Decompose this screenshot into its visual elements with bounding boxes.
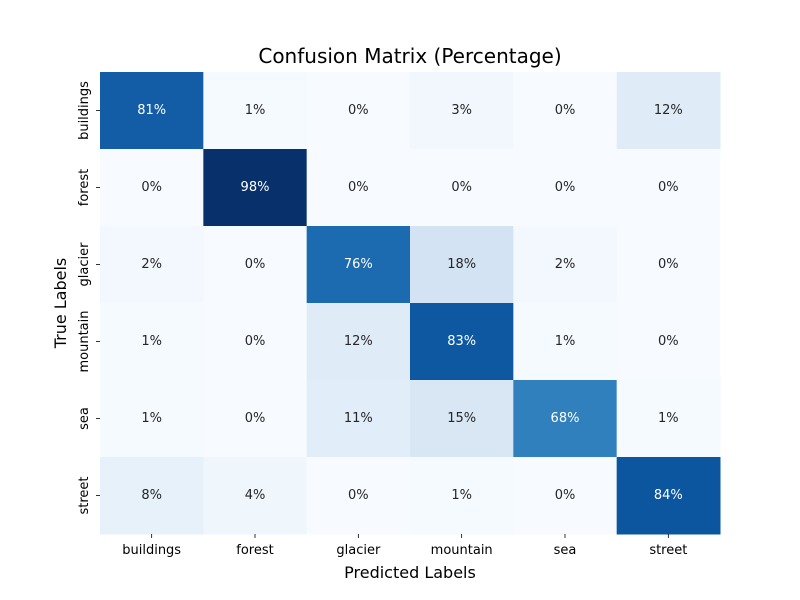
heatmap-cell bbox=[203, 72, 308, 150]
heatmap-cell bbox=[616, 380, 721, 458]
cell-value-label: 76% bbox=[344, 257, 373, 272]
heatmap-cell bbox=[616, 72, 721, 150]
heatmap-cell bbox=[203, 149, 308, 227]
cell-value-label: 0% bbox=[245, 411, 266, 426]
heatmap-cell bbox=[513, 72, 618, 150]
y-tick-label: sea bbox=[77, 407, 92, 430]
cell-value-label: 98% bbox=[241, 180, 270, 195]
heatmap-cell bbox=[616, 149, 721, 227]
cell-value-label: 81% bbox=[137, 103, 166, 118]
cell-value-label: 0% bbox=[555, 180, 576, 195]
cell-value-label: 0% bbox=[348, 180, 369, 195]
heatmap-cell bbox=[410, 380, 514, 458]
cell-value-label: 0% bbox=[555, 103, 576, 118]
cell-value-label: 11% bbox=[344, 411, 373, 426]
cell-value-label: 18% bbox=[447, 257, 476, 272]
heatmap-cell bbox=[306, 226, 411, 304]
cell-value-label: 4% bbox=[245, 488, 266, 503]
heatmap-cell bbox=[306, 149, 411, 227]
heatmap-cell bbox=[410, 457, 514, 535]
heatmap-cell bbox=[513, 380, 618, 458]
cell-value-label: 12% bbox=[344, 334, 373, 349]
heatmap-cell bbox=[100, 303, 204, 381]
cell-value-label: 1% bbox=[245, 103, 266, 118]
cell-value-label: 1% bbox=[555, 334, 576, 349]
heatmap-cell bbox=[513, 457, 618, 535]
cell-value-label: 1% bbox=[141, 411, 162, 426]
heatmap-cell bbox=[410, 303, 514, 381]
cell-value-label: 1% bbox=[141, 334, 162, 349]
heatmap-cells bbox=[100, 72, 721, 535]
heatmap-cell bbox=[513, 303, 618, 381]
x-tick-label: mountain bbox=[431, 543, 493, 558]
x-axis-label: Predicted Labels bbox=[344, 563, 476, 582]
cell-value-label: 0% bbox=[348, 103, 369, 118]
cell-value-label: 3% bbox=[451, 103, 472, 118]
heatmap-cell bbox=[513, 226, 618, 304]
y-axis-label: True Labels bbox=[51, 258, 70, 350]
cell-value-label: 84% bbox=[654, 488, 683, 503]
cell-value-label: 0% bbox=[348, 488, 369, 503]
cell-value-label: 8% bbox=[141, 488, 162, 503]
cell-value-label: 0% bbox=[245, 257, 266, 272]
heatmap-cell bbox=[203, 457, 308, 535]
cell-value-label: 1% bbox=[451, 488, 472, 503]
cell-value-label: 0% bbox=[658, 257, 679, 272]
heatmap-cell bbox=[410, 226, 514, 304]
heatmap-cell bbox=[100, 457, 204, 535]
heatmap-cell bbox=[100, 149, 204, 227]
y-tick-label: mountain bbox=[77, 310, 92, 372]
heatmap-cell bbox=[306, 457, 411, 535]
cell-value-label: 0% bbox=[245, 334, 266, 349]
cell-value-label: 0% bbox=[141, 180, 162, 195]
x-tick-label: sea bbox=[554, 543, 577, 558]
cell-value-label: 0% bbox=[658, 180, 679, 195]
x-axis-ticks: buildings forest glacier mountain sea street bbox=[122, 534, 687, 558]
heatmap-cell bbox=[410, 72, 514, 150]
heatmap-cell bbox=[306, 303, 411, 381]
x-tick-label: street bbox=[649, 543, 687, 558]
cell-value-label: 68% bbox=[551, 411, 580, 426]
heatmap-cell-labels: 81% 1% 0% 3% 0% 12% 0% 98% 0% 0% 0% 0% 2% 0% 76% 18% 2% 0… bbox=[137, 103, 683, 503]
cell-value-label: 15% bbox=[447, 411, 476, 426]
heatmap-cell bbox=[203, 380, 308, 458]
heatmap-cell bbox=[203, 303, 308, 381]
x-tick-label: forest bbox=[236, 543, 273, 558]
y-axis-ticks: buildings forest glacier mountain sea street bbox=[77, 81, 100, 515]
x-tick-label: buildings bbox=[122, 543, 181, 558]
heatmap-cell bbox=[100, 380, 204, 458]
cell-value-label: 2% bbox=[141, 257, 162, 272]
cell-value-label: 0% bbox=[451, 180, 472, 195]
heatmap-cell bbox=[410, 149, 514, 227]
cell-value-label: 0% bbox=[555, 488, 576, 503]
cell-value-label: 1% bbox=[658, 411, 679, 426]
cell-value-label: 12% bbox=[654, 103, 683, 118]
y-tick-label: forest bbox=[77, 169, 92, 206]
y-tick-label: street bbox=[77, 476, 92, 514]
cell-value-label: 0% bbox=[658, 334, 679, 349]
heatmap-cell bbox=[616, 303, 721, 381]
heatmap-cell bbox=[616, 457, 721, 535]
heatmap-cell bbox=[306, 380, 411, 458]
heatmap-cell bbox=[100, 72, 204, 150]
heatmap-cell bbox=[616, 226, 721, 304]
heatmap-cell bbox=[203, 226, 308, 304]
heatmap-cell bbox=[513, 149, 618, 227]
heatmap-cell bbox=[100, 226, 204, 304]
y-tick-label: glacier bbox=[77, 242, 92, 287]
cell-value-label: 2% bbox=[555, 257, 576, 272]
chart-title: Confusion Matrix (Percentage) bbox=[258, 44, 561, 68]
heatmap-cell bbox=[306, 72, 411, 150]
cell-value-label: 83% bbox=[447, 334, 476, 349]
y-tick-label: buildings bbox=[77, 81, 92, 140]
x-tick-label: glacier bbox=[336, 543, 381, 558]
